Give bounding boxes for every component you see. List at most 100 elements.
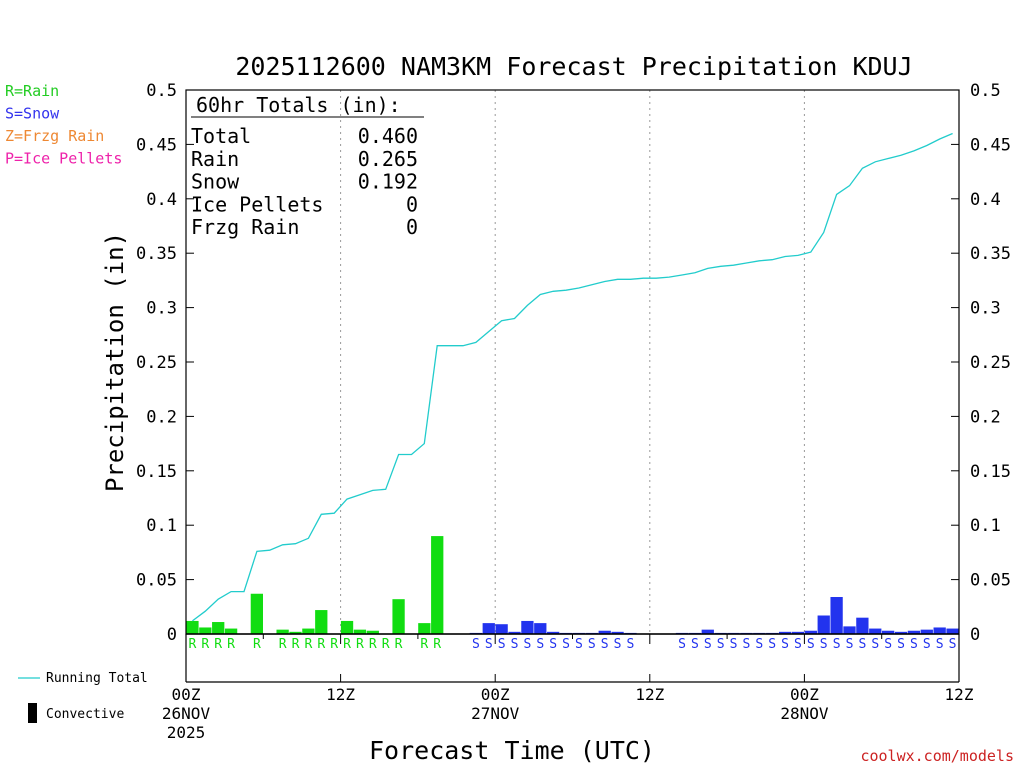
precip-bar	[547, 631, 560, 634]
totals-row-value: 0.460	[358, 124, 418, 148]
ptype-marker: R	[369, 637, 377, 652]
y-axis-label: Precipitation (in)	[101, 232, 129, 492]
precip-bar	[340, 620, 354, 634]
convective-legend-label: Convective	[46, 707, 124, 722]
x-tick-label: 12Z	[635, 685, 664, 704]
ptype-marker: R	[227, 637, 235, 652]
ptype-marker: R	[189, 637, 197, 652]
x-tick-label: 27NOV	[471, 704, 520, 723]
ptype-marker: S	[678, 637, 686, 652]
precip-bar	[431, 536, 444, 634]
ptype-marker: S	[691, 637, 699, 652]
y-tick-label-right: 0.45	[970, 135, 1011, 155]
x-tick-label: 2025	[167, 723, 206, 742]
y-tick-label-right: 0.1	[970, 516, 1001, 536]
precip-bar	[212, 622, 225, 634]
ptype-marker: S	[730, 637, 738, 652]
ptype-marker: R	[304, 637, 312, 652]
y-tick-label-left: 0.45	[136, 135, 177, 155]
y-tick-label-right: 0.25	[970, 353, 1011, 373]
ptype-marker: S	[936, 637, 944, 652]
y-tick-label-left: 0.35	[136, 244, 177, 264]
y-tick-label-right: 0.3	[970, 299, 1001, 319]
precip-bar	[366, 630, 379, 634]
precip-bar	[856, 617, 869, 634]
totals-header: 60hr Totals (in):	[196, 93, 401, 117]
ptype-marker: S	[498, 637, 506, 652]
ptype-marker: S	[485, 637, 493, 652]
y-tick-label-right: 0.5	[970, 81, 1001, 101]
totals-row-label: Frzg Rain	[191, 215, 299, 239]
ptype-marker: R	[253, 637, 261, 652]
y-tick-label-left: 0.3	[146, 299, 177, 319]
precip-bar	[495, 624, 508, 634]
y-tick-label-right: 0.2	[970, 407, 1001, 427]
precip-bar	[250, 593, 263, 634]
precip-bar	[508, 631, 521, 634]
ptype-marker: S	[846, 637, 854, 652]
ptype-legend: R=Rain S=Snow Z=Frzg Rain P=Ice Pellets	[5, 82, 122, 168]
precip-bar	[701, 629, 714, 634]
ptype-marker: S	[884, 637, 892, 652]
y-tick-label-left: 0.25	[136, 353, 177, 373]
precip-bar	[882, 630, 895, 634]
precip-bar	[302, 628, 315, 634]
ptype-marker: S	[807, 637, 815, 652]
y-tick-label-left: 0	[167, 625, 177, 645]
ptype-marker: S	[923, 637, 931, 652]
ptype-marker: R	[343, 637, 351, 652]
running-total-line	[192, 132, 953, 622]
ptype-legend-item: Z=Frzg Rain	[5, 127, 104, 145]
y-tick-label-left: 0.2	[146, 407, 177, 427]
precip-bar	[315, 610, 328, 634]
x-axis-label: Forecast Time (UTC)	[369, 736, 655, 765]
totals-row-label: Rain	[191, 147, 239, 171]
precip-bar	[482, 623, 495, 634]
ptype-marker: S	[575, 637, 583, 652]
precip-bar	[907, 630, 921, 634]
precip-bar	[186, 620, 199, 634]
precip-bar	[276, 629, 289, 634]
totals-box: 60hr Totals (in): Total 0.460 Rain 0.265 Sno…	[191, 93, 424, 239]
ptype-marker: S	[536, 637, 544, 652]
totals-row-value: 0.192	[358, 170, 418, 194]
precip-bar	[353, 629, 367, 634]
ptype-marker: S	[858, 637, 866, 652]
ptype-marker: R	[330, 637, 338, 652]
x-tick-label: 00Z	[172, 685, 201, 704]
vertical-gridlines	[340, 90, 805, 634]
chart-title: 2025112600 NAM3KM Forecast Precipitation…	[235, 52, 912, 81]
precip-bar	[946, 628, 959, 634]
y-tick-label-right: 0.05	[970, 571, 1011, 591]
plot-frame	[185, 89, 960, 635]
ptype-marker: S	[755, 637, 763, 652]
ptype-marker: S	[627, 637, 635, 652]
credit-link[interactable]: coolwx.com/models	[860, 747, 1014, 765]
ptype-marker: R	[201, 637, 209, 652]
y-tick-label-right: 0.35	[970, 244, 1011, 264]
y-tick-label-left: 0.15	[136, 462, 177, 482]
ptype-marker: S	[588, 637, 596, 652]
x-tick-label: 12Z	[945, 685, 974, 704]
y-tick-label-right: 0.4	[970, 190, 1001, 210]
x-tick-label: 12Z	[326, 685, 355, 704]
ptype-marker: R	[356, 637, 364, 652]
precip-bar	[791, 631, 805, 634]
precip-bar	[392, 599, 405, 634]
ptype-marker: S	[897, 637, 905, 652]
y-tick-label-right: 0.15	[970, 462, 1011, 482]
ptype-marker: R	[317, 637, 325, 652]
ptype-marker: S	[523, 637, 531, 652]
running-total-legend-label: Running Total	[46, 671, 148, 686]
ptype-marker: S	[717, 637, 725, 652]
ptype-marker: R	[292, 637, 300, 652]
precip-bar	[869, 628, 882, 634]
precip-bars	[186, 536, 959, 634]
y-tick-label-right: 0	[970, 625, 980, 645]
x-tick-label: 28NOV	[780, 704, 829, 723]
y-tick-label-left: 0.1	[146, 516, 177, 536]
ptype-legend-item: R=Rain	[5, 82, 59, 100]
precip-bar	[843, 626, 856, 634]
